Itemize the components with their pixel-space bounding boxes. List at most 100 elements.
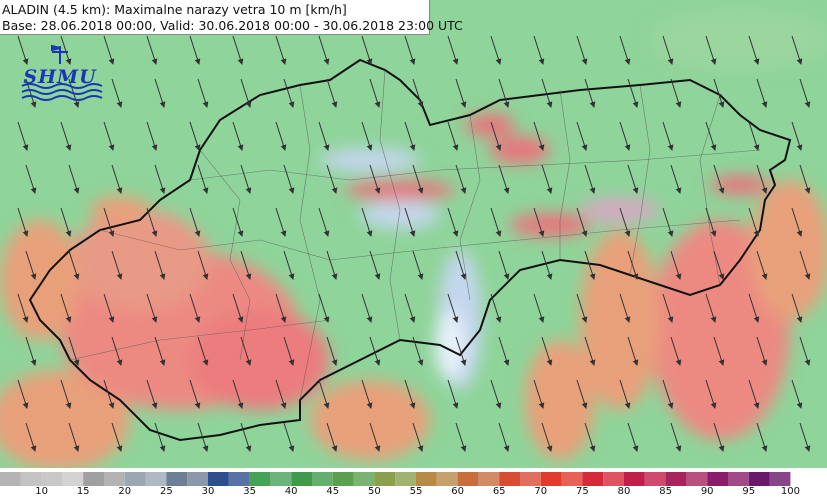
wind-arrow-icon	[60, 207, 72, 237]
legend-swatch	[187, 472, 208, 486]
wind-arrow-icon	[103, 207, 115, 237]
legend-swatch	[540, 472, 562, 486]
legend-swatch	[624, 472, 645, 486]
wind-arrow-icon	[275, 35, 287, 65]
legend-swatch	[104, 472, 125, 486]
wind-arrow-icon	[662, 379, 674, 409]
legend-swatch	[520, 472, 541, 486]
wind-arrow-icon	[490, 121, 502, 151]
wind-arrow-icon	[283, 336, 295, 366]
wind-arrow-icon	[748, 35, 760, 65]
legend-swatch	[499, 472, 520, 486]
wind-arrow-icon	[627, 336, 639, 366]
wind-arrow-icon	[412, 164, 424, 194]
wind-arrow-icon	[240, 422, 252, 452]
wind-arrow-icon	[541, 164, 553, 194]
legend-swatch	[728, 472, 749, 486]
wind-arrow-icon	[498, 422, 510, 452]
legend-swatch	[457, 472, 479, 486]
wind-arrow-icon	[60, 121, 72, 151]
legend-swatch	[124, 472, 146, 486]
wind-arrow-icon	[189, 379, 201, 409]
legend-swatch	[686, 472, 708, 486]
wind-arrow-icon	[455, 422, 467, 452]
map-title: ALADIN (4.5 km): Maximalne narazy vetra …	[2, 2, 347, 17]
wind-arrow-icon	[25, 164, 37, 194]
wind-arrow-icon	[713, 78, 725, 108]
wind-arrow-icon	[146, 207, 158, 237]
wind-arrow-icon	[533, 121, 545, 151]
wind-arrow-icon	[240, 336, 252, 366]
legend-swatch	[436, 472, 458, 486]
legend-swatch	[561, 472, 583, 486]
wind-arrow-icon	[533, 35, 545, 65]
legend-swatch	[374, 472, 396, 486]
wind-arrow-icon	[799, 422, 811, 452]
wind-arrow-icon	[361, 293, 373, 323]
wind-arrow-icon	[25, 422, 37, 452]
legend-swatch	[291, 472, 312, 486]
wind-arrow-icon	[705, 121, 717, 151]
wind-arrow-icon	[275, 293, 287, 323]
wind-arrow-icon	[756, 164, 768, 194]
legend-swatch	[478, 472, 500, 486]
legend-swatch	[41, 472, 63, 486]
wind-arrow-icon	[619, 35, 631, 65]
logo-text: SHMU	[23, 66, 97, 88]
wind-arrow-icon	[756, 422, 768, 452]
wind-arrow-icon	[197, 336, 209, 366]
legend-swatch	[332, 472, 354, 486]
wind-arrow-icon	[490, 35, 502, 65]
wind-arrow-icon	[576, 379, 588, 409]
wind-arrow-icon	[60, 293, 72, 323]
wind-arrow-icon	[318, 207, 330, 237]
wind-arrow-icon	[541, 336, 553, 366]
wind-arrow-icon	[455, 164, 467, 194]
legend-tick-label: 30	[201, 486, 215, 497]
wind-arrow-icon	[111, 250, 123, 280]
wind-arrow-icon	[619, 293, 631, 323]
wind-arrow-icon	[326, 164, 338, 194]
wind-arrow-icon	[627, 250, 639, 280]
wind-arrow-icon	[146, 293, 158, 323]
wind-arrow-icon	[232, 121, 244, 151]
wind-arrow-icon	[748, 121, 760, 151]
wind-arrow-icon	[326, 250, 338, 280]
wind-arrow-icon	[799, 336, 811, 366]
legend-swatch	[228, 472, 250, 486]
wind-arrow-icon	[447, 293, 459, 323]
wind-arrow-icon	[584, 250, 596, 280]
wind-arrow-icon	[705, 207, 717, 237]
legend-swatch	[249, 472, 271, 486]
wind-arrow-icon	[498, 164, 510, 194]
wind-arrow-icon	[498, 336, 510, 366]
wind-arrow-icon	[533, 207, 545, 237]
wind-arrow-icon	[283, 78, 295, 108]
wind-arrow-icon	[232, 35, 244, 65]
wind-arrow-icon	[670, 250, 682, 280]
wind-arrow-icon	[756, 336, 768, 366]
wind-arrow-icon	[541, 78, 553, 108]
legend-swatch	[644, 472, 666, 486]
legend-swatch	[665, 472, 687, 486]
wind-arrow-icon	[189, 35, 201, 65]
legend-tick-labels: 10 15 20 25 30 35 40 45 50 55 60 65 70 75 80 85 90 95 100	[0, 486, 827, 500]
wind-arrow-icon	[541, 250, 553, 280]
legend-swatch	[83, 472, 104, 486]
wind-arrow-icon	[576, 35, 588, 65]
wind-arrow-icon	[240, 78, 252, 108]
wind-arrow-icon	[447, 121, 459, 151]
wind-arrow-icon	[154, 336, 166, 366]
wind-arrow-icon	[584, 336, 596, 366]
wind-arrow-icon	[111, 164, 123, 194]
wind-arrow-icon	[490, 293, 502, 323]
legend-swatch	[145, 472, 167, 486]
wind-arrow-icon	[662, 35, 674, 65]
wind-arrow-icon	[412, 336, 424, 366]
wind-arrow-icon	[197, 250, 209, 280]
wind-arrow-icon	[103, 293, 115, 323]
wind-arrow-icon	[533, 379, 545, 409]
wind-arrow-icon	[662, 207, 674, 237]
wind-arrow-icon	[404, 35, 416, 65]
wind-arrow-icon	[791, 379, 803, 409]
